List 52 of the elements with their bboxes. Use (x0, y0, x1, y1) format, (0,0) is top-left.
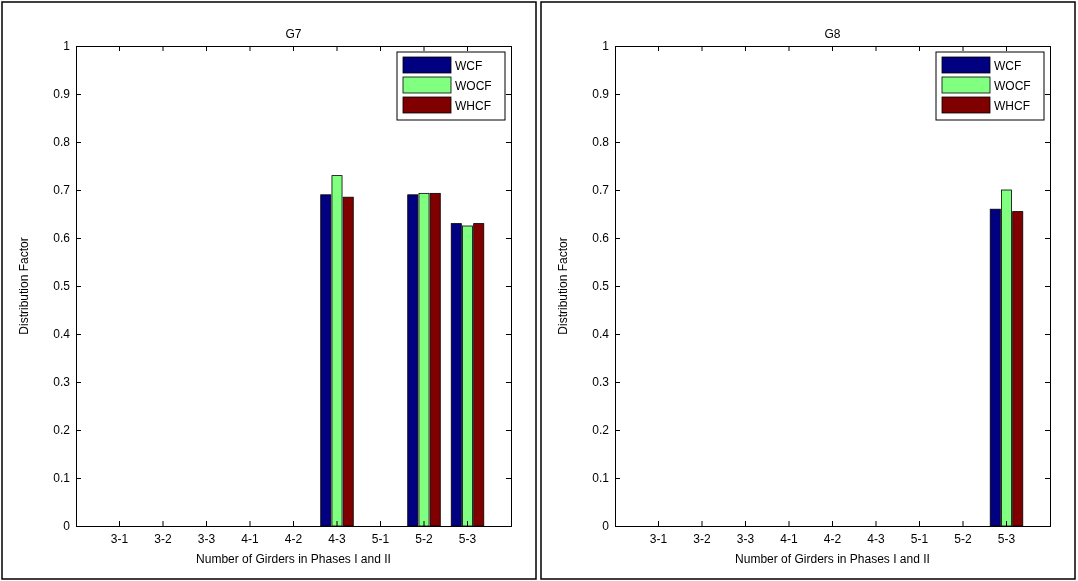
x-tick-label: 4-1 (241, 531, 259, 546)
y-tick-label: 0.1 (53, 471, 71, 486)
y-tick-label: 1 (63, 39, 71, 54)
y-tick-label: 0.9 (53, 87, 71, 102)
y-tick-label: 0.3 (53, 375, 71, 390)
x-tick-label: 3-3 (736, 531, 755, 546)
x-axis-title: Number of Girders in Phases I and II (735, 552, 930, 566)
x-tick-label: 3-1 (110, 531, 129, 546)
x-tick-label: 3-1 (649, 531, 668, 546)
x-tick-label: 5-1 (910, 531, 929, 546)
y-tick-label: 0 (602, 519, 610, 534)
y-tick-label: 0.8 (592, 135, 610, 150)
y-tick-label: 0.4 (53, 327, 71, 342)
x-axis-title: Number of Girders in Phases I and II (196, 552, 391, 566)
chart-title: G7 (285, 27, 302, 41)
x-tick-label: 5-2 (954, 531, 972, 546)
x-tick-label: 4-3 (867, 531, 885, 546)
legend-label: WCF (994, 59, 1022, 73)
x-tick-label: 4-1 (780, 531, 798, 546)
y-tick-label: 0.8 (53, 135, 71, 150)
legend-label: WHCF (455, 99, 491, 113)
y-tick-label: 0.5 (592, 279, 610, 294)
y-tick-label: 0.7 (592, 183, 610, 198)
y-tick-label: 0 (63, 519, 71, 534)
chart-title: G8 (824, 27, 841, 41)
y-tick-label: 0.2 (53, 423, 71, 438)
x-tick-label: 3-2 (693, 531, 711, 546)
x-tick-label: 5-2 (415, 531, 433, 546)
y-tick-label: 0.7 (53, 183, 71, 198)
y-tick-label: 0.6 (592, 231, 610, 246)
legend-label: WOCF (994, 79, 1031, 93)
x-tick-label: 5-3 (458, 531, 477, 546)
y-tick-label: 0.1 (592, 471, 610, 486)
y-axis-title: Distribution Factor (17, 237, 31, 335)
x-tick-label: 4-3 (328, 531, 346, 546)
y-tick-label: 1 (602, 39, 610, 54)
legend-label: WCF (455, 59, 483, 73)
x-tick-label: 5-3 (997, 531, 1016, 546)
legend-label: WHCF (994, 99, 1030, 113)
y-tick-label: 0.5 (53, 279, 71, 294)
y-axis-title: Distribution Factor (556, 237, 570, 335)
x-tick-label: 3-3 (197, 531, 216, 546)
x-tick-label: 4-2 (284, 531, 303, 546)
x-tick-label: 3-2 (154, 531, 172, 546)
y-tick-label: 0.9 (592, 87, 610, 102)
y-tick-label: 0.6 (53, 231, 71, 246)
x-tick-label: 4-2 (823, 531, 842, 546)
y-tick-label: 0.4 (592, 327, 610, 342)
x-tick-label: 5-1 (371, 531, 390, 546)
y-tick-label: 0.3 (592, 375, 610, 390)
legend-label: WOCF (455, 79, 492, 93)
y-tick-label: 0.2 (592, 423, 610, 438)
